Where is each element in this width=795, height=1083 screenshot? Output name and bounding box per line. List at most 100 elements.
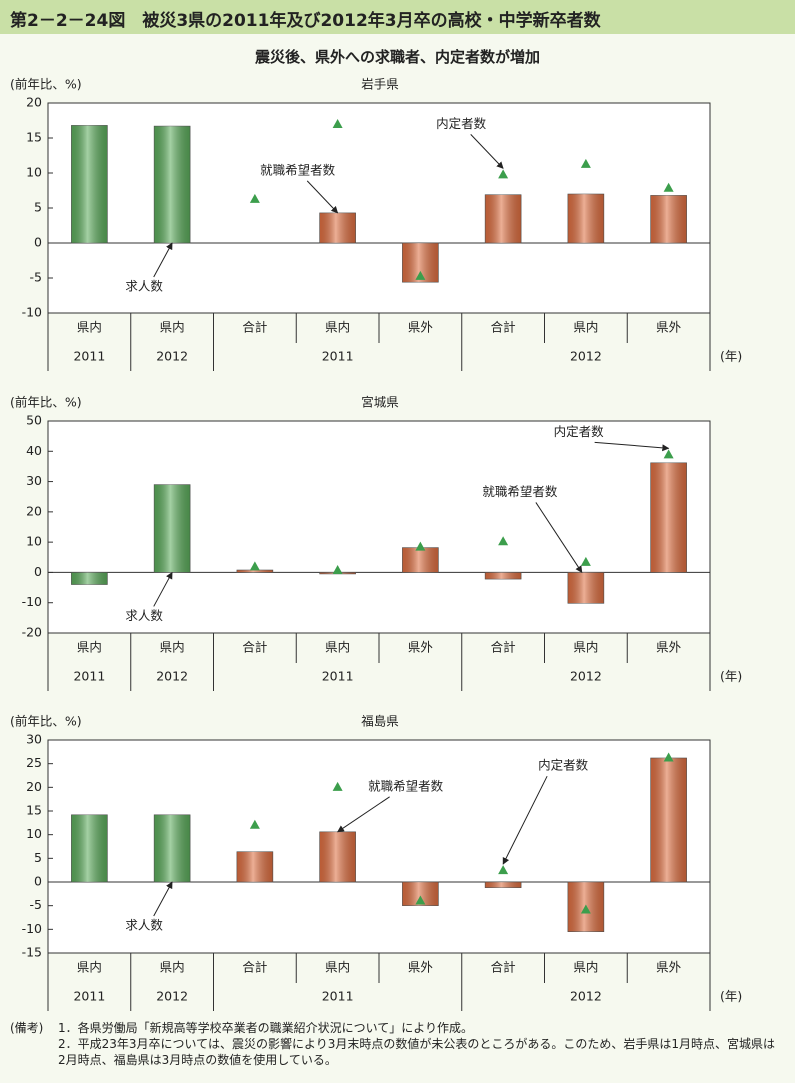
x-tick-label: 県内	[160, 320, 185, 335]
y-tick-label: 30	[26, 732, 42, 747]
bar-shine	[650, 757, 687, 882]
annotation-arrow	[153, 242, 173, 278]
bar-shine	[319, 212, 356, 243]
y-tick-label: 15	[26, 803, 42, 818]
note-text: 2．平成23年3月卒については、震災の影響により3月末時点の数値が未公表のところ…	[58, 1037, 775, 1067]
y-tick-label: 5	[34, 200, 42, 215]
bar-shine	[567, 194, 604, 243]
bar-shine	[154, 814, 191, 882]
series-annotation: 内定者数	[538, 758, 589, 773]
marker-triangle	[663, 449, 674, 459]
panel-title: 宮城県	[361, 395, 399, 410]
marker-triangle	[415, 541, 426, 551]
marker-triangle	[415, 270, 426, 280]
note-label: (備考)	[10, 1021, 44, 1035]
y-tick-label: 10	[26, 165, 42, 180]
bar-shine	[154, 484, 191, 573]
note-spacer	[10, 1036, 58, 1068]
y-tick-label: -10	[22, 921, 42, 936]
year-label: 2012	[156, 989, 188, 1004]
y-unit-label: (前年比、%)	[10, 714, 82, 729]
x-tick-label: 県内	[160, 640, 185, 655]
year-label: 2012	[570, 989, 602, 1004]
bar-shine	[402, 547, 439, 573]
plot-area	[47, 420, 711, 634]
y-tick-label: -5	[30, 270, 42, 285]
figure-subtitle: 震災後、県外への求職者、内定者数が増加	[254, 48, 540, 66]
marker-triangle	[498, 169, 509, 179]
y-tick-label: 30	[26, 473, 42, 488]
x-tick-label: 県外	[656, 960, 682, 975]
x-tick-label: 合計	[242, 640, 267, 655]
x-tick-label: 県内	[160, 960, 185, 975]
marker-triangle	[580, 904, 591, 914]
bar-shine	[485, 194, 522, 243]
figure-title: 第2－2－24図 被災3県の2011年及び2012年3月卒の高校・中学新卒者数	[10, 11, 601, 31]
bar-shine	[154, 126, 191, 243]
marker-triangle	[415, 895, 426, 905]
x-unit-label: (年)	[720, 349, 742, 364]
y-tick-label: 20	[26, 779, 42, 794]
x-tick-label: 県外	[408, 960, 434, 975]
y-tick-label: 40	[26, 443, 42, 458]
y-unit-label: (前年比、%)	[10, 395, 82, 410]
y-tick-label: -10	[22, 305, 42, 320]
y-tick-label: -20	[22, 625, 42, 640]
bar-shine	[485, 572, 522, 580]
annotation-arrow	[153, 881, 173, 917]
bar-shine	[236, 851, 273, 882]
note-row: 2．平成23年3月卒については、震災の影響により3月末時点の数値が未公表のところ…	[10, 1036, 780, 1068]
marker-triangle	[249, 819, 260, 829]
bar-shine	[236, 570, 273, 573]
x-tick-label: 合計	[491, 320, 516, 335]
series-annotation: 内定者数	[554, 424, 605, 439]
panel-title: 岩手県	[361, 77, 399, 92]
annotation-arrow	[470, 134, 504, 169]
x-tick-label: 合計	[242, 960, 267, 975]
x-unit-label: (年)	[720, 989, 742, 1004]
note-row: (備考) 1．各県労働局「新規高等学校卒業者の職業紹介状況について」により作成。	[10, 1020, 780, 1036]
x-tick-label: 県内	[573, 960, 598, 975]
marker-triangle	[332, 781, 343, 791]
bar-shine	[71, 572, 108, 585]
bar-shine	[650, 195, 687, 243]
bar-shine	[71, 814, 108, 882]
y-tick-label: 10	[26, 534, 42, 549]
series-annotation: 求人数	[125, 608, 163, 623]
year-label: 2011	[73, 349, 105, 364]
bar-shine	[402, 882, 439, 906]
year-label: 2011	[322, 349, 354, 364]
marker-triangle	[498, 536, 509, 546]
y-tick-label: 0	[34, 564, 42, 579]
x-tick-label: 県内	[573, 640, 598, 655]
year-label: 2012	[156, 349, 188, 364]
series-annotation: 内定者数	[436, 116, 487, 131]
notes: (備考) 1．各県労働局「新規高等学校卒業者の職業紹介状況について」により作成。…	[10, 1020, 780, 1068]
y-tick-label: 15	[26, 130, 42, 145]
marker-triangle	[580, 158, 591, 168]
marker-triangle	[249, 561, 260, 571]
y-tick-label: -15	[22, 945, 42, 960]
series-annotation: 求人数	[125, 918, 163, 933]
year-label: 2011	[73, 669, 105, 684]
marker-triangle	[249, 193, 260, 203]
x-tick-label: 県内	[325, 320, 350, 335]
annotation-arrow	[337, 796, 390, 833]
y-tick-label: 0	[34, 874, 42, 889]
y-unit-label: (前年比、%)	[10, 77, 82, 92]
x-tick-label: 合計	[491, 640, 516, 655]
marker-triangle	[663, 752, 674, 762]
marker-triangle	[498, 865, 509, 875]
year-label: 2011	[322, 989, 354, 1004]
x-tick-label: 県内	[77, 320, 102, 335]
y-tick-label: -10	[22, 594, 42, 609]
note-text: 1．各県労働局「新規高等学校卒業者の職業紹介状況について」により作成。	[58, 1021, 474, 1035]
series-annotation: 就職希望者数	[260, 162, 336, 177]
x-tick-label: 県外	[408, 640, 434, 655]
x-tick-label: 県外	[408, 320, 434, 335]
bar-shine	[650, 462, 687, 573]
series-annotation: 就職希望者数	[482, 484, 558, 499]
x-tick-label: 県内	[77, 960, 102, 975]
header-bar: 第2－2－24図 被災3県の2011年及び2012年3月卒の高校・中学新卒者数	[0, 0, 795, 34]
